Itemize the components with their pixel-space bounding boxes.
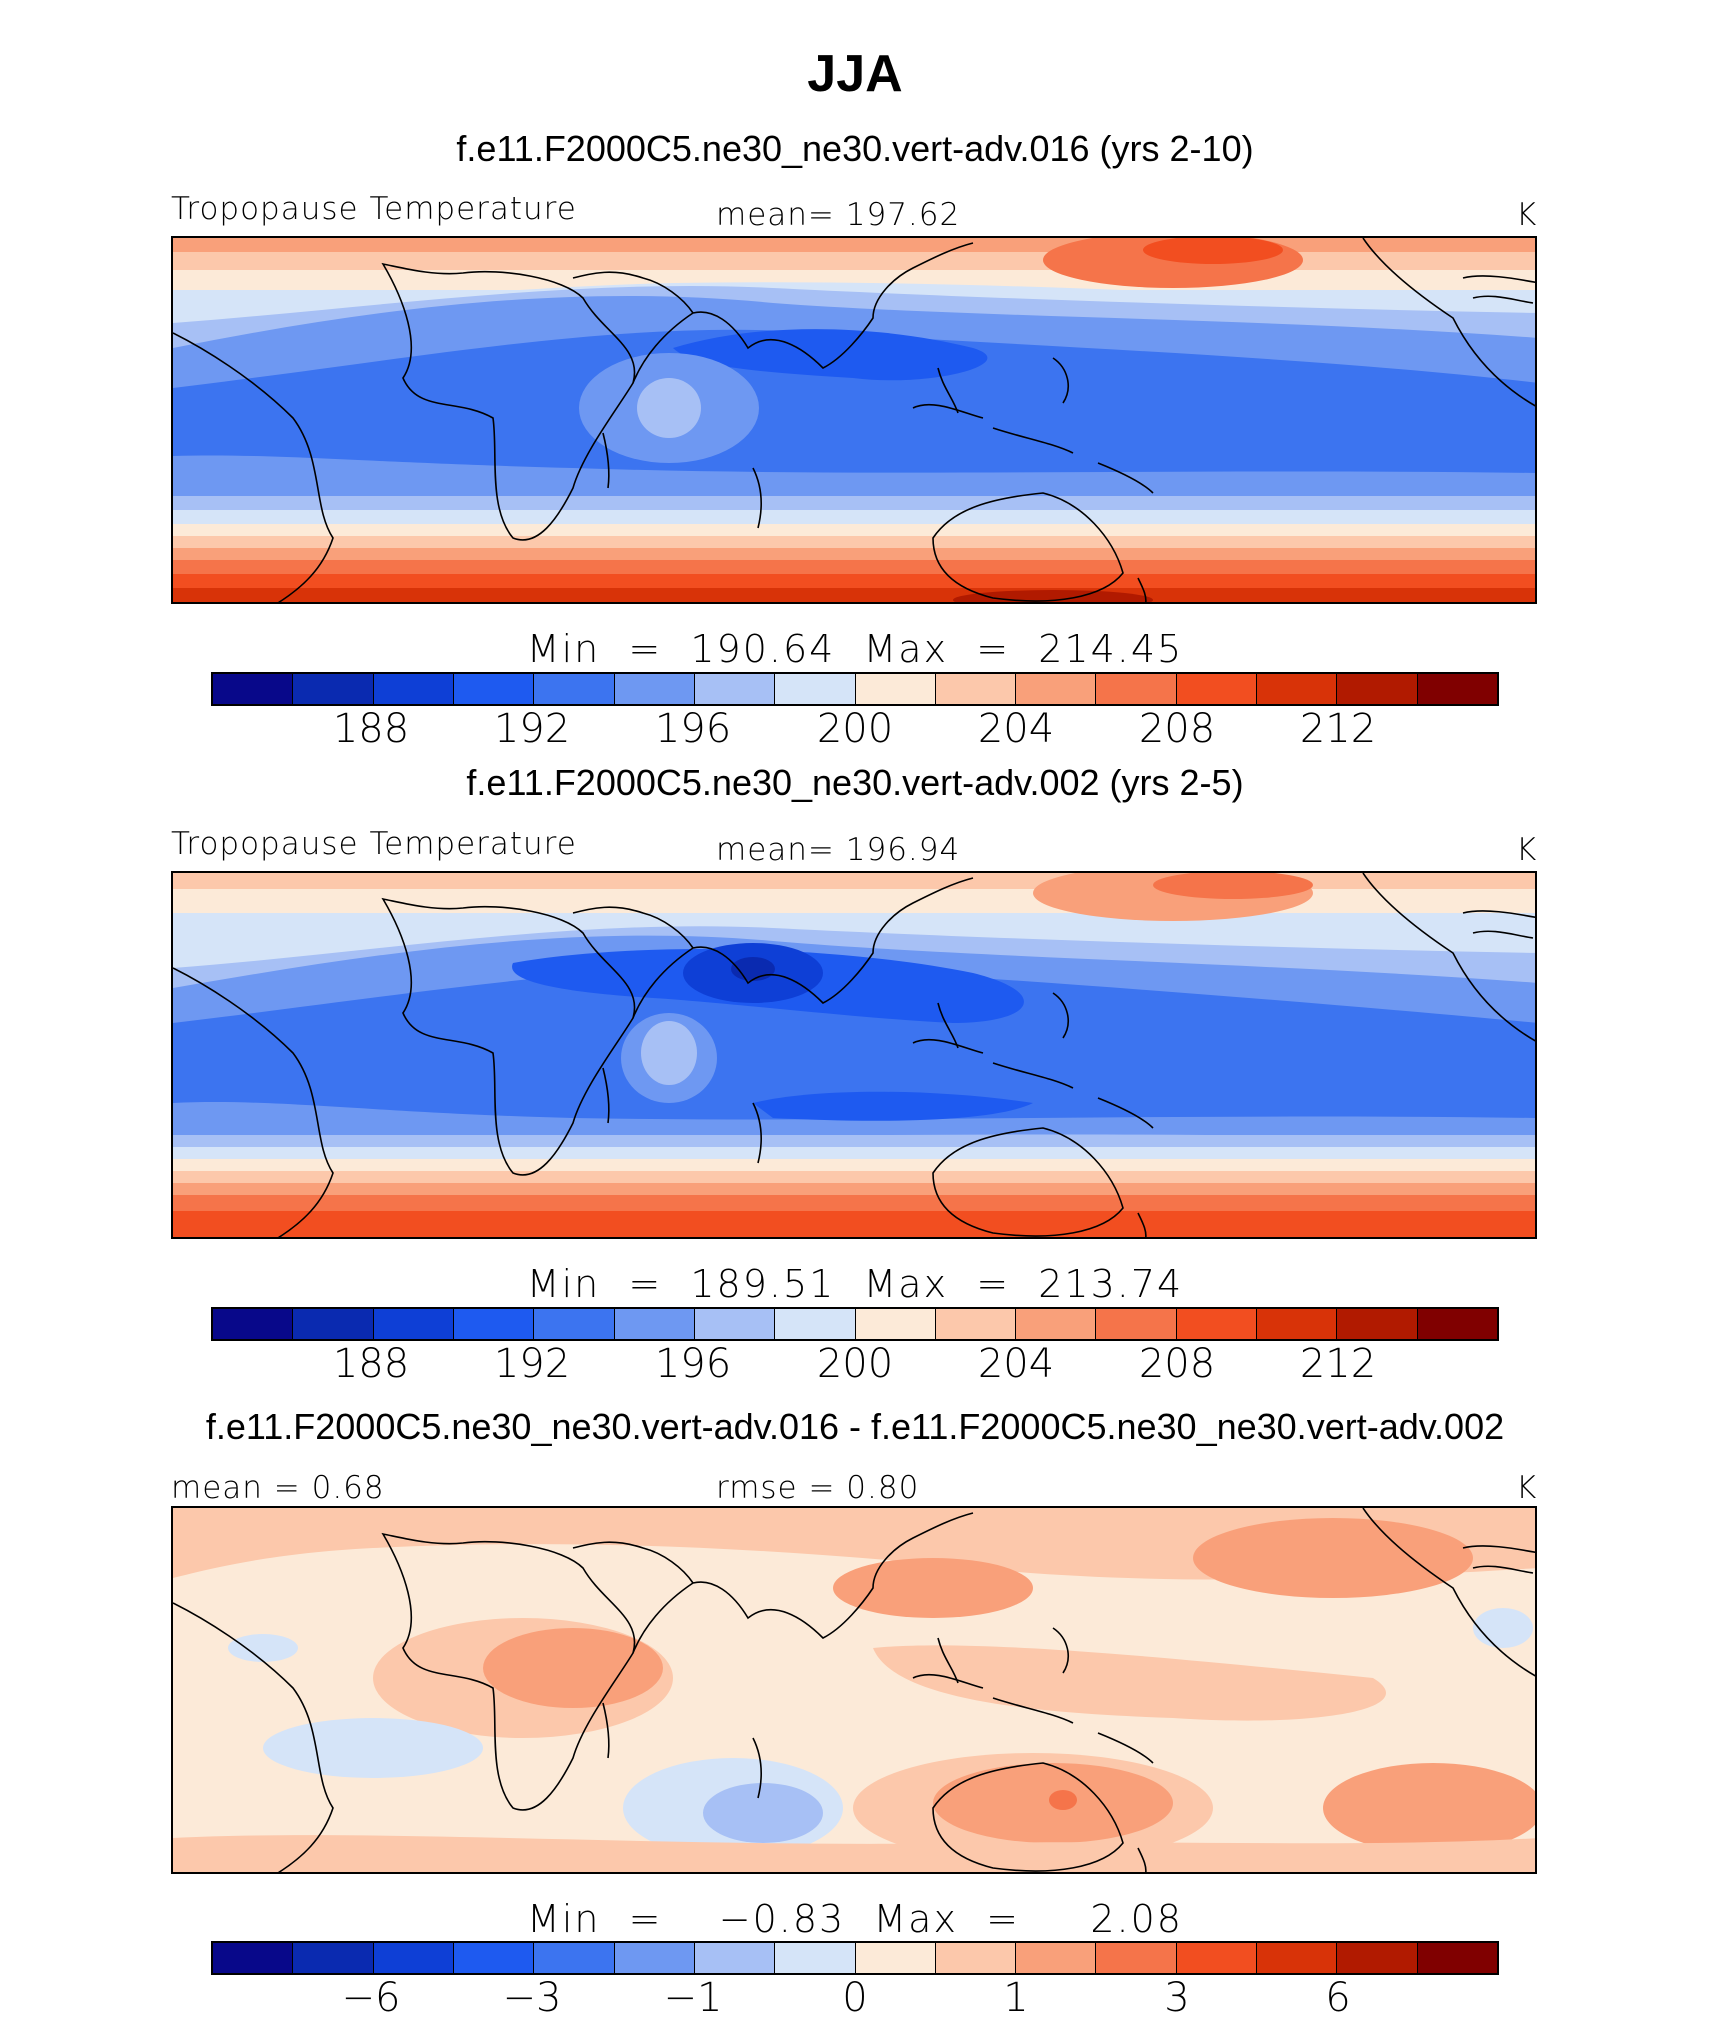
panel-1-tick: 212 — [1299, 706, 1377, 752]
panel-3-tick: −1 — [663, 1975, 723, 2021]
colorbar-swatch — [694, 1309, 776, 1339]
panel-3-colorbar — [211, 1941, 1499, 1975]
colorbar-swatch — [213, 1943, 294, 1973]
colorbar-swatch — [534, 674, 615, 704]
colorbar-swatch — [935, 1309, 1017, 1339]
colorbar-swatch — [1096, 1943, 1177, 1973]
panel-3-tick: 3 — [1164, 1975, 1190, 2021]
panel-2-variable-label: Tropopause Temperature — [171, 826, 577, 862]
panel-2-tick: 188 — [332, 1341, 410, 1387]
colorbar-swatch — [614, 1943, 695, 1973]
panel-3-mean-label: mean = 0.68 — [171, 1470, 385, 1506]
panel-2-tick: 196 — [654, 1341, 732, 1387]
colorbar-swatch — [453, 1943, 535, 1973]
colorbar-swatch — [855, 674, 936, 704]
colorbar-swatch — [293, 1943, 374, 1973]
colorbar-swatch — [453, 1309, 535, 1339]
panel-2-colorbar — [211, 1307, 1499, 1341]
panel-3-tick: −3 — [502, 1975, 562, 2021]
panel-1-tick: 208 — [1138, 706, 1216, 752]
colorbar-swatch — [373, 1309, 454, 1339]
colorbar-swatch — [1417, 1943, 1497, 1973]
colorbar-swatch — [775, 1309, 856, 1339]
panel-1-map-field — [173, 238, 1535, 602]
colorbar-swatch — [1176, 674, 1258, 704]
colorbar-swatch — [1176, 1309, 1258, 1339]
panel-1-tick: 200 — [816, 706, 894, 752]
panel-2-tick: 204 — [977, 1341, 1055, 1387]
colorbar-swatch — [1176, 1943, 1258, 1973]
colorbar-swatch — [293, 1309, 374, 1339]
panel-2-tick: 200 — [816, 1341, 894, 1387]
panel-2-units-label: K — [1516, 832, 1538, 868]
panel-3-map-field — [173, 1508, 1535, 1872]
colorbar-swatch — [373, 1943, 454, 1973]
panel-2-tick: 212 — [1299, 1341, 1377, 1387]
colorbar-swatch — [935, 1943, 1017, 1973]
colorbar-swatch — [694, 1943, 776, 1973]
panel-1-tick: 204 — [977, 706, 1055, 752]
colorbar-swatch — [855, 1309, 936, 1339]
colorbar-swatch — [534, 1309, 615, 1339]
colorbar-swatch — [1337, 1943, 1418, 1973]
panel-2-subtitle: f.e11.F2000C5.ne30_ne30.vert-adv.002 (yr… — [466, 762, 1244, 803]
panel-3-tick: 0 — [842, 1975, 868, 2021]
panel-1-minmax: Min = 190.64 Max = 214.45 — [526, 627, 1184, 671]
panel-2-minmax: Min = 189.51 Max = 213.74 — [526, 1262, 1184, 1306]
colorbar-swatch — [614, 674, 695, 704]
panel-1-variable-label: Tropopause Temperature — [171, 191, 577, 227]
panel-3-rmse-label: rmse = 0.80 — [716, 1470, 920, 1506]
colorbar-swatch — [1337, 1309, 1418, 1339]
panel-1-tick: 188 — [332, 706, 410, 752]
panel-3-tick: 6 — [1325, 1975, 1351, 2021]
colorbar-swatch — [1257, 674, 1338, 704]
panel-2-tick: 208 — [1138, 1341, 1216, 1387]
colorbar-swatch — [1016, 674, 1097, 704]
figure-title: JJA — [807, 45, 903, 103]
panel-1-colorbar — [211, 672, 1499, 706]
colorbar-swatch — [293, 674, 374, 704]
panel-3-minmax: Min = −0.83 Max = 2.08 — [527, 1897, 1183, 1941]
panel-1-subtitle: f.e11.F2000C5.ne30_ne30.vert-adv.016 (yr… — [456, 128, 1254, 169]
colorbar-swatch — [775, 1943, 856, 1973]
panel-3-tick: −6 — [341, 1975, 401, 2021]
colorbar-swatch — [694, 674, 776, 704]
panel-3-tick: 1 — [1003, 1975, 1029, 2021]
panel-1-map — [171, 236, 1537, 604]
colorbar-swatch — [1417, 1309, 1497, 1339]
panel-3-map — [171, 1506, 1537, 1874]
colorbar-swatch — [775, 674, 856, 704]
colorbar-swatch — [935, 674, 1017, 704]
colorbar-swatch — [855, 1943, 936, 1973]
colorbar-swatch — [1016, 1309, 1097, 1339]
colorbar-swatch — [1096, 674, 1177, 704]
colorbar-swatch — [213, 674, 294, 704]
panel-1-tick: 192 — [493, 706, 571, 752]
panel-3-units-label: K — [1516, 1470, 1538, 1506]
colorbar-swatch — [1417, 674, 1497, 704]
panel-2-map — [171, 871, 1537, 1239]
colorbar-swatch — [1096, 1309, 1177, 1339]
panel-3-subtitle: f.e11.F2000C5.ne30_ne30.vert-adv.016 - f… — [205, 1406, 1505, 1447]
colorbar-swatch — [534, 1943, 615, 1973]
colorbar-swatch — [373, 674, 454, 704]
colorbar-swatch — [213, 1309, 294, 1339]
colorbar-swatch — [1016, 1943, 1097, 1973]
colorbar-swatch — [614, 1309, 695, 1339]
colorbar-swatch — [1257, 1943, 1338, 1973]
panel-2-mean-label: mean= 196.94 — [716, 832, 961, 868]
colorbar-swatch — [453, 674, 535, 704]
colorbar-swatch — [1337, 674, 1418, 704]
colorbar-swatch — [1257, 1309, 1338, 1339]
panel-2-map-field — [173, 873, 1535, 1237]
panel-2-tick: 192 — [493, 1341, 571, 1387]
panel-1-units-label: K — [1516, 197, 1538, 233]
panel-1-mean-label: mean= 197.62 — [716, 197, 961, 233]
panel-1-tick: 196 — [654, 706, 732, 752]
